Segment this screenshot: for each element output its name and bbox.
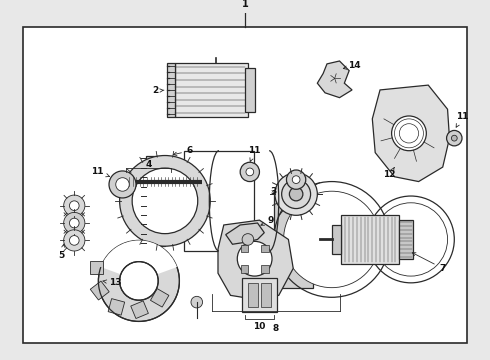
Bar (90, 281, 109, 300)
Wedge shape (101, 240, 177, 281)
Circle shape (70, 218, 79, 228)
Polygon shape (372, 85, 449, 181)
Circle shape (132, 168, 198, 234)
Circle shape (287, 170, 306, 189)
Polygon shape (226, 223, 264, 244)
Bar (131, 301, 148, 319)
Circle shape (120, 262, 158, 300)
Text: 1: 1 (242, 0, 248, 9)
Bar (399, 220, 413, 259)
Text: 11: 11 (91, 167, 109, 177)
Circle shape (392, 116, 426, 151)
Circle shape (292, 176, 300, 184)
Bar (261, 245, 269, 252)
Bar (90, 261, 103, 274)
Bar (332, 225, 342, 254)
Circle shape (120, 156, 210, 246)
Text: 11: 11 (248, 146, 261, 161)
Circle shape (191, 296, 202, 308)
Bar (167, 63, 174, 117)
Bar (245, 68, 255, 112)
Bar (248, 283, 258, 307)
Bar (261, 283, 271, 307)
Text: 13: 13 (103, 278, 121, 287)
Bar (108, 298, 124, 315)
Circle shape (70, 201, 79, 211)
Bar (146, 156, 165, 246)
Circle shape (451, 135, 457, 141)
Circle shape (275, 173, 318, 215)
Bar (241, 245, 248, 252)
Circle shape (98, 240, 179, 321)
Text: 4: 4 (146, 160, 152, 169)
Bar (184, 151, 254, 251)
Circle shape (116, 178, 129, 191)
Bar (241, 265, 248, 273)
Circle shape (70, 235, 79, 245)
Polygon shape (318, 61, 352, 98)
Circle shape (290, 187, 303, 201)
Circle shape (64, 195, 85, 216)
Circle shape (284, 191, 380, 288)
Polygon shape (218, 220, 293, 299)
Text: 9: 9 (261, 216, 274, 225)
Bar (261, 265, 269, 273)
Bar (174, 63, 248, 117)
Circle shape (240, 162, 260, 181)
Circle shape (109, 171, 136, 198)
Circle shape (282, 180, 311, 208)
Circle shape (64, 230, 85, 251)
Text: 2: 2 (152, 86, 164, 95)
Circle shape (237, 241, 272, 276)
Text: 8: 8 (272, 324, 279, 333)
Text: 14: 14 (343, 61, 360, 70)
Text: 5: 5 (59, 244, 65, 260)
Circle shape (64, 212, 85, 234)
Bar (342, 215, 399, 264)
Text: 7: 7 (412, 253, 446, 273)
Circle shape (374, 203, 447, 276)
Bar (150, 289, 169, 307)
Text: 6: 6 (173, 146, 193, 156)
Circle shape (246, 168, 254, 176)
Text: 10: 10 (253, 322, 266, 331)
Circle shape (242, 234, 254, 245)
Text: 11: 11 (456, 112, 468, 127)
Text: 3: 3 (271, 187, 277, 196)
Bar (274, 191, 313, 288)
Bar (242, 278, 277, 312)
Circle shape (446, 130, 462, 146)
Text: 12: 12 (384, 167, 396, 179)
